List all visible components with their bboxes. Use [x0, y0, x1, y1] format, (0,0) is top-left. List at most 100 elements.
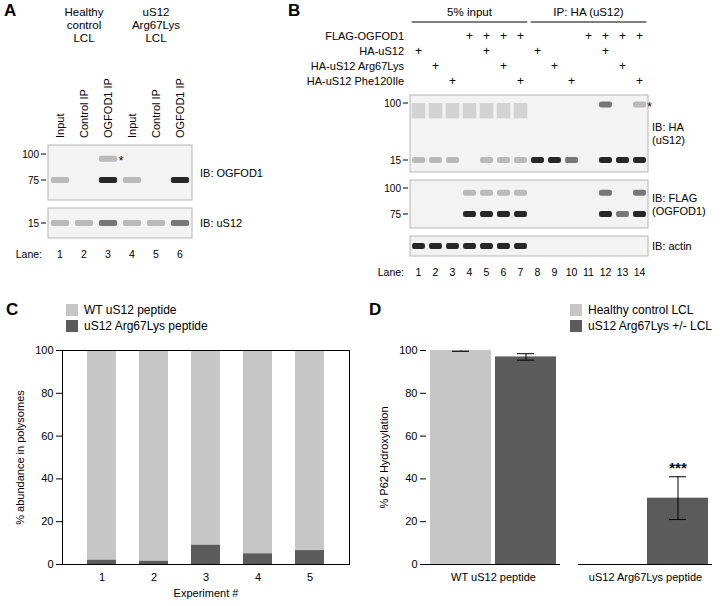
svg-text:LCL: LCL: [145, 32, 167, 44]
svg-text:Control IP: Control IP: [78, 89, 90, 138]
svg-text:+: +: [517, 29, 524, 43]
svg-text:IB: FLAG: IB: FLAG: [652, 192, 697, 204]
svg-text:75: 75: [28, 175, 40, 186]
svg-text:60: 60: [405, 430, 417, 442]
svg-text:Lane:: Lane:: [16, 248, 42, 260]
svg-text:75: 75: [390, 209, 402, 220]
svg-text:+: +: [636, 74, 643, 88]
svg-text:IB: actin: IB: actin: [652, 240, 692, 252]
svg-text:+: +: [415, 44, 422, 58]
svg-text:4: 4: [129, 248, 135, 260]
svg-text:Healthy: Healthy: [65, 6, 104, 18]
svg-text:+: +: [432, 59, 439, 73]
svg-text:5% input: 5% input: [447, 6, 493, 18]
svg-text:60: 60: [41, 430, 53, 442]
svg-text:6: 6: [501, 266, 507, 278]
svg-text:10: 10: [566, 266, 578, 278]
svg-text:15: 15: [390, 155, 402, 166]
svg-text:100: 100: [35, 344, 53, 356]
svg-text:100: 100: [22, 149, 39, 160]
svg-text:Experiment #: Experiment #: [174, 587, 240, 599]
svg-text:Input: Input: [54, 114, 66, 138]
svg-text:+: +: [602, 44, 609, 58]
svg-text:4: 4: [467, 266, 473, 278]
svg-text:100: 100: [384, 183, 401, 194]
svg-text:FLAG-OGFOD1: FLAG-OGFOD1: [325, 30, 404, 42]
svg-text:4: 4: [255, 571, 261, 583]
svg-text:11: 11: [583, 266, 594, 278]
svg-text:5: 5: [484, 266, 490, 278]
svg-text:14: 14: [634, 266, 646, 278]
svg-text:+: +: [619, 29, 626, 43]
svg-text:*: *: [119, 154, 124, 168]
svg-text:6: 6: [177, 248, 183, 260]
svg-text:LCL: LCL: [73, 32, 95, 44]
svg-text:80: 80: [41, 387, 53, 399]
svg-text:Input: Input: [126, 114, 138, 138]
svg-text:3: 3: [450, 266, 456, 278]
svg-text:B: B: [288, 1, 300, 20]
svg-text:+: +: [551, 59, 558, 73]
svg-text:5: 5: [307, 571, 313, 583]
svg-text:% abundance in polysomes: % abundance in polysomes: [14, 390, 26, 525]
svg-text:OGFOD1 IP: OGFOD1 IP: [102, 78, 114, 138]
svg-text:3: 3: [203, 571, 209, 583]
svg-text:5: 5: [153, 248, 159, 260]
svg-text:(uS12): (uS12): [652, 134, 685, 146]
svg-text:uS12 Arg67Lys peptide: uS12 Arg67Lys peptide: [589, 571, 702, 583]
svg-text:+: +: [466, 29, 473, 43]
svg-text:+: +: [534, 44, 541, 58]
svg-text:8: 8: [535, 266, 541, 278]
svg-text:*: *: [647, 100, 652, 114]
svg-text:IB: HA: IB: HA: [652, 121, 684, 133]
svg-text:1: 1: [99, 571, 105, 583]
svg-text:+: +: [500, 29, 507, 43]
svg-text:+: +: [483, 44, 490, 58]
svg-text:IB: uS12: IB: uS12: [200, 217, 242, 229]
svg-text:Control IP: Control IP: [150, 89, 162, 138]
svg-text:+: +: [636, 29, 643, 43]
svg-text:1: 1: [416, 266, 422, 278]
svg-text:HA-uS12 Phe120Ile: HA-uS12 Phe120Ile: [307, 75, 404, 87]
svg-text:+: +: [500, 59, 507, 73]
svg-text:control: control: [67, 19, 102, 31]
svg-text:Arg67Lys: Arg67Lys: [132, 19, 180, 31]
svg-text:+: +: [585, 29, 592, 43]
svg-text:+: +: [602, 29, 609, 43]
svg-text:0: 0: [47, 558, 53, 570]
svg-text:0: 0: [411, 558, 417, 570]
svg-text:+: +: [449, 74, 456, 88]
svg-text:IP: HA (uS12): IP: HA (uS12): [553, 6, 623, 18]
svg-text:2: 2: [151, 571, 157, 583]
svg-text:OGFOD1 IP: OGFOD1 IP: [174, 78, 186, 138]
svg-text:HA-uS12 Arg67Lys: HA-uS12 Arg67Lys: [311, 60, 405, 72]
svg-text:***: ***: [669, 459, 687, 476]
svg-text:% P62 Hydroxylation: % P62 Hydroxylation: [378, 406, 390, 508]
svg-text:7: 7: [518, 266, 524, 278]
svg-text:WT uS12 peptide: WT uS12 peptide: [451, 571, 536, 583]
svg-text:13: 13: [617, 266, 629, 278]
svg-text:40: 40: [405, 472, 417, 484]
svg-text:15: 15: [28, 218, 40, 229]
svg-text:3: 3: [105, 248, 111, 260]
svg-text:9: 9: [552, 266, 558, 278]
svg-text:2: 2: [81, 248, 87, 260]
svg-text:80: 80: [405, 387, 417, 399]
svg-text:12: 12: [600, 266, 612, 278]
svg-text:100: 100: [384, 98, 401, 109]
svg-text:uS12: uS12: [143, 6, 170, 18]
svg-text:+: +: [517, 74, 524, 88]
svg-text:+: +: [483, 29, 490, 43]
svg-text:100: 100: [399, 344, 417, 356]
svg-text:HA-uS12: HA-uS12: [359, 45, 404, 57]
svg-text:20: 20: [41, 515, 53, 527]
svg-text:+: +: [568, 74, 575, 88]
svg-text:Lane:: Lane:: [378, 266, 404, 278]
svg-text:+: +: [619, 59, 626, 73]
svg-text:IB: OGFOD1: IB: OGFOD1: [200, 167, 263, 179]
svg-text:A: A: [4, 1, 16, 20]
svg-text:(OGFOD1): (OGFOD1): [652, 205, 706, 217]
svg-text:2: 2: [433, 266, 439, 278]
svg-text:1: 1: [57, 248, 63, 260]
svg-text:40: 40: [41, 472, 53, 484]
